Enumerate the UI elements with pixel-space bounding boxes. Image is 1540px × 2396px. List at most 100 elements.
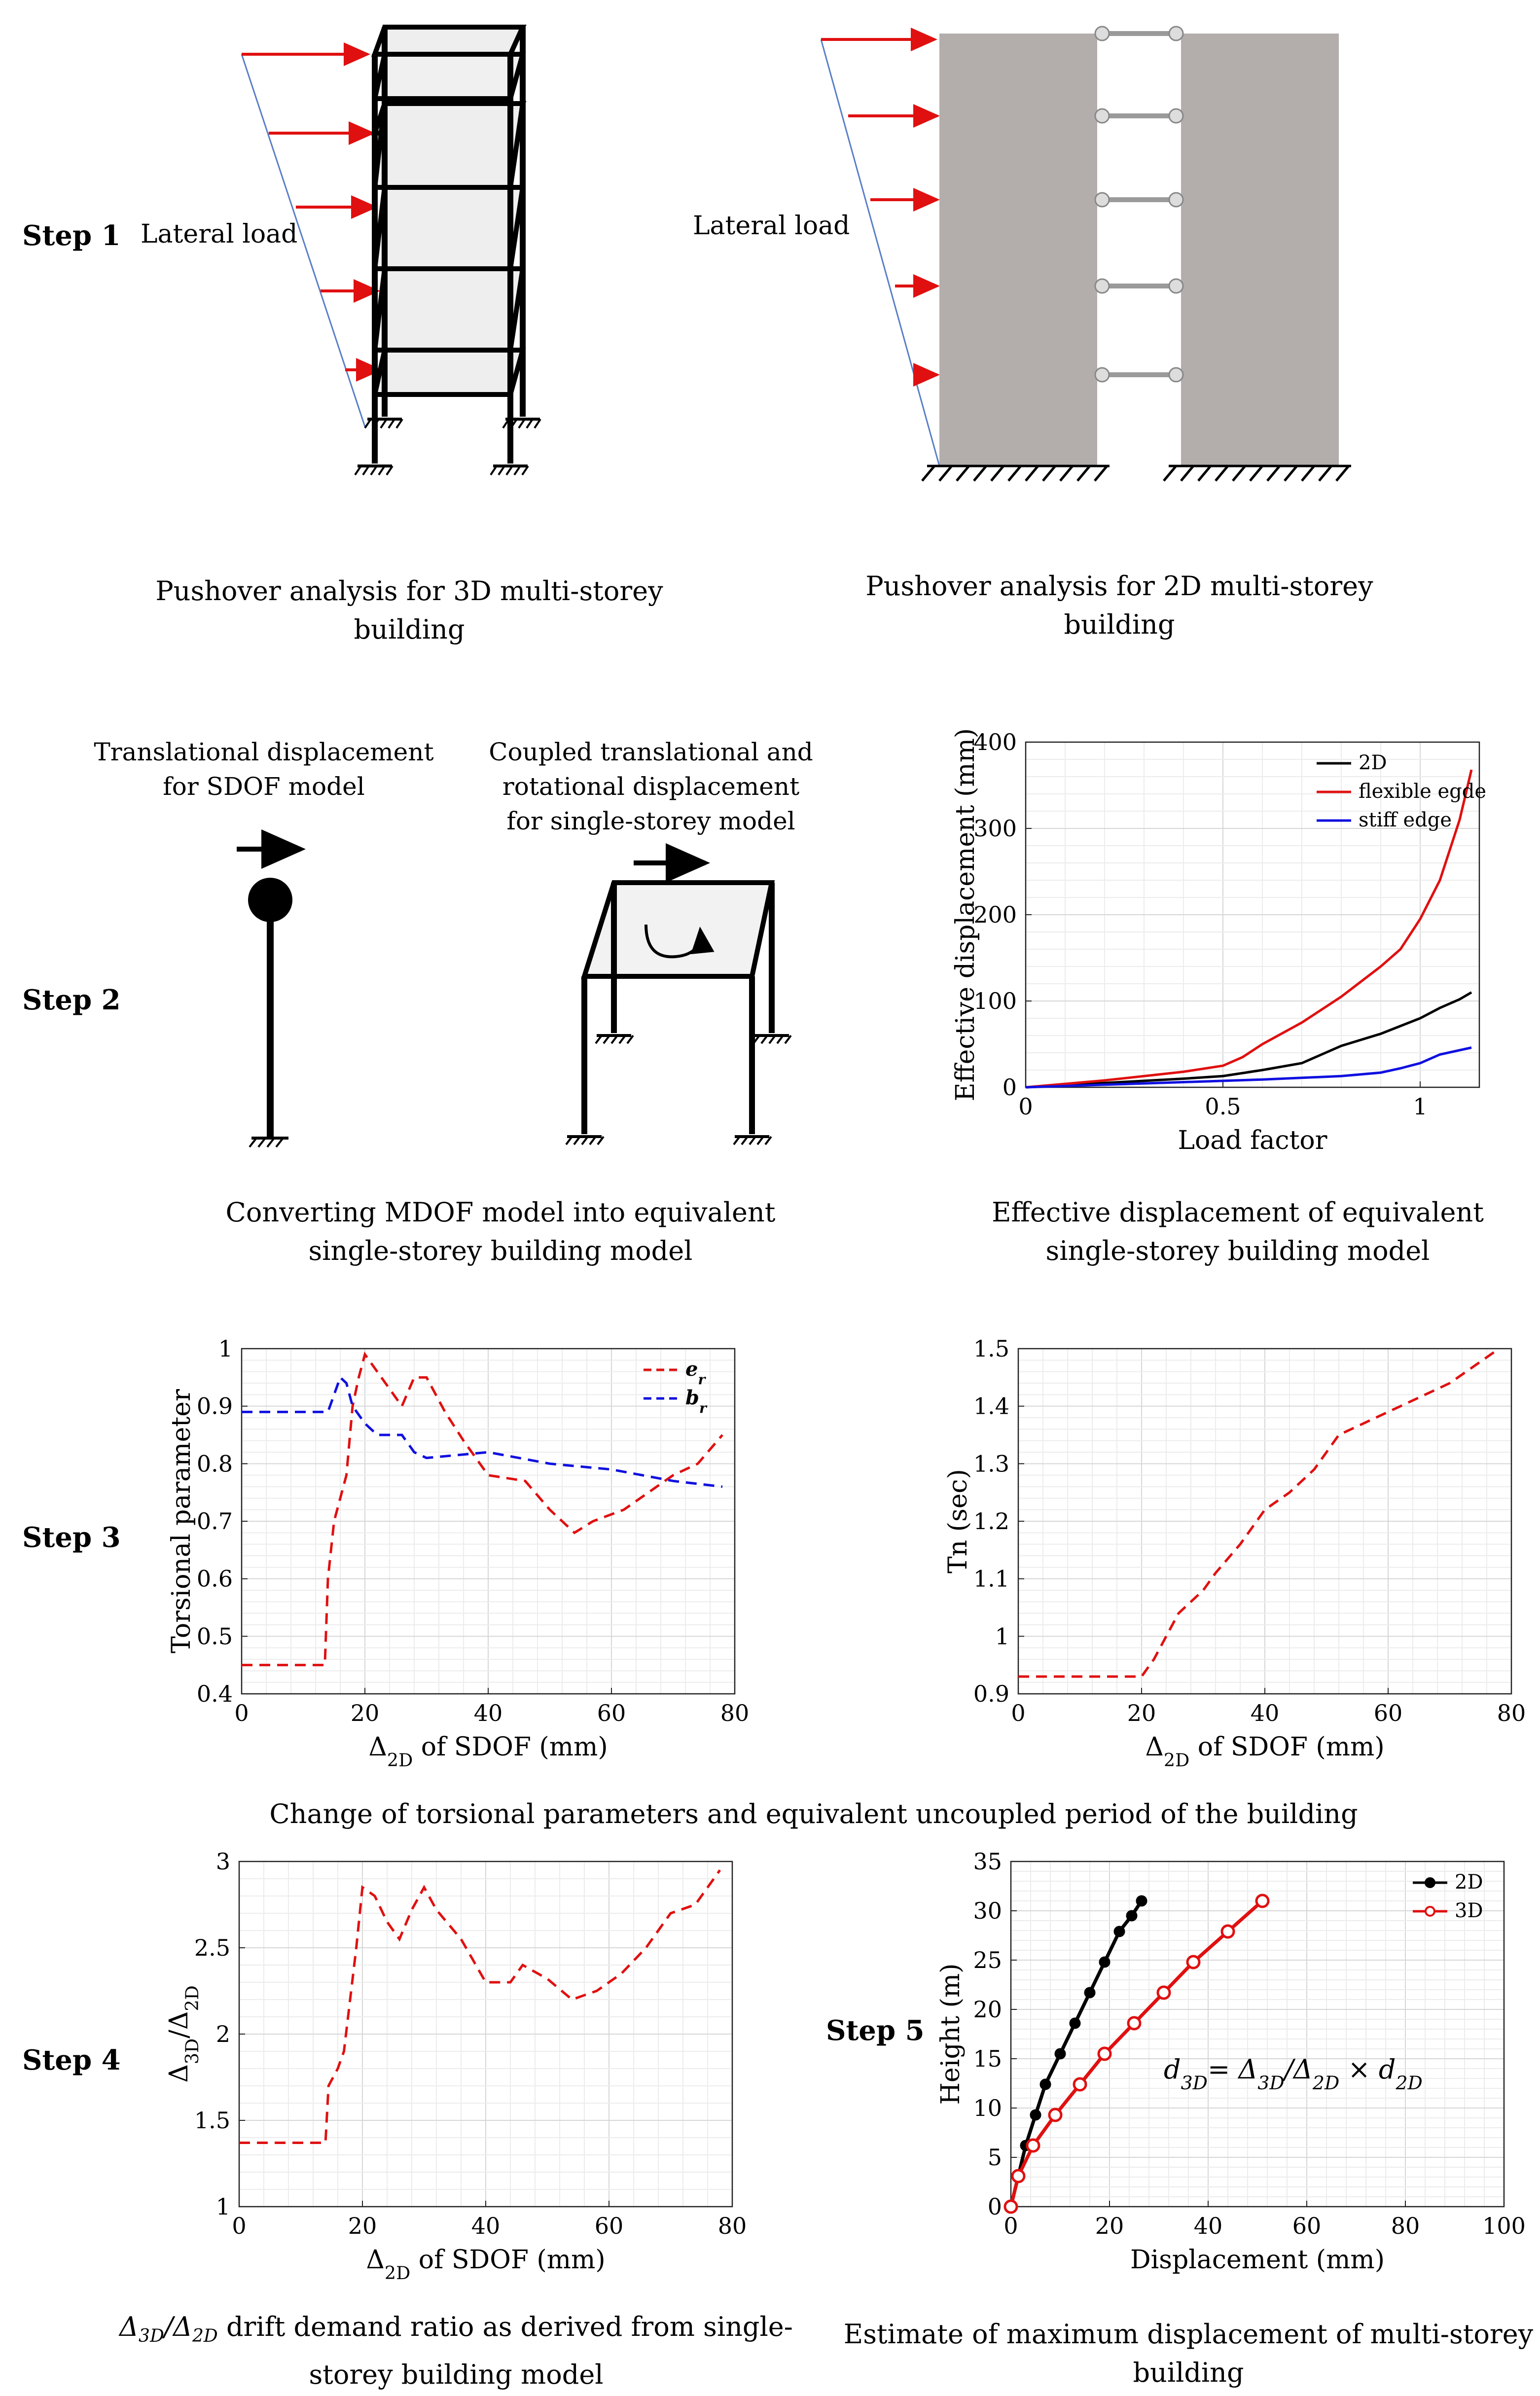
legend-label: stiff edge [1359, 809, 1452, 831]
data-point [1156, 1985, 1171, 2000]
x-tick-label: 80 [718, 2213, 747, 2239]
legend-label: 2D [1359, 751, 1387, 774]
series-line-er [242, 1351, 723, 1667]
y-axis-label: Δ3D/Δ2D [164, 1985, 203, 2082]
y-tick-label: 2.5 [194, 1934, 230, 1961]
x-tick-label: 0 [234, 1700, 249, 1726]
y-tick-label: 10 [973, 2095, 1002, 2121]
x-axis-label: Displacement (mm) [1130, 2245, 1385, 2275]
data-point [1003, 2199, 1018, 2214]
y-tick-label: 2 [216, 2021, 230, 2047]
grid-lines [241, 1348, 735, 1694]
y-tick-label: 1 [216, 2193, 230, 2220]
x-tick-label: 60 [1374, 1700, 1403, 1726]
data-point [1255, 1894, 1270, 1908]
frame-3d-diagram [241, 25, 541, 476]
caption-step5-line1: Estimate of maximum displacement of mult… [843, 2319, 1534, 2350]
legend-label: 2D [1455, 1871, 1483, 1894]
step-4-label: Step 4 [22, 2044, 121, 2076]
drift-ratio-chart: 0 20 40 60 80 1 1.5 2 2.5 3 Δ2D of SDOF (mm) Δ3D/Δ2… [164, 1848, 747, 2284]
sdof-diagram [237, 829, 306, 1148]
y-tick-label: 0 [1003, 1074, 1017, 1101]
x-tick-label: 60 [595, 2213, 624, 2239]
legend-label: br [685, 1386, 708, 1416]
series-line-main [1018, 1347, 1500, 1678]
sdof-title-line1: Translational displacement [94, 738, 434, 766]
x-axis-label: Δ2D of SDOF (mm) [1145, 1732, 1384, 1771]
data-point [1220, 1924, 1235, 1939]
step-1-label: Step 1 [22, 219, 121, 252]
data-point [1069, 2017, 1081, 2029]
x-tick-label: 1 [1413, 1093, 1427, 1120]
caption-3d-line2: building [354, 614, 465, 645]
caption-3d-pushover: Pushover analysis for 3D multi-storey bu… [99, 572, 720, 649]
x-axis-label: Δ2D of SDOF (mm) [366, 2245, 605, 2284]
y-tick-label: 1.4 [973, 1393, 1009, 1420]
y-tick-label: 0.5 [197, 1623, 233, 1649]
effective-displacement-chart: 0 0.5 1 0 100 200 300 400 Load factor Effective d… [951, 728, 1486, 1155]
series-line-main [239, 1869, 721, 2144]
x-tick-label: 60 [597, 1700, 626, 1726]
caption-step4-line1: Δ3D/Δ2D drift demand ratio as derived fr… [99, 2308, 814, 2356]
caption-step3: Change of torsional parameters and equiv… [269, 1798, 1358, 1829]
step-2-label: Step 2 [22, 984, 121, 1016]
caption-step5-line2: building [1133, 2357, 1244, 2388]
single-storey-diagram [565, 843, 792, 1145]
caption-step5: Estimate of maximum displacement of mult… [838, 2315, 1539, 2392]
sdof-title-line2: for SDOF model [163, 772, 365, 801]
caption-step4: Δ3D/Δ2D drift demand ratio as derived fr… [99, 2308, 814, 2394]
torsional-parameter-chart: 0 20 40 60 80 0.4 0.5 0.6 0.7 0.8 0.9 1 Δ2D of SDOF … [167, 1335, 749, 1771]
caption-conversion-line1: Converting MDOF model into equivalent [225, 1197, 776, 1228]
data-point [1084, 1987, 1096, 1999]
displacement-formula: d3D= Δ3D/Δ2D × d2D [1164, 2054, 1423, 2094]
data-point [1099, 1956, 1110, 1968]
lateral-load-label-2d: Lateral load [693, 211, 850, 241]
caption-effdisp-line1: Effective displacement of equivalent [992, 1197, 1484, 1228]
caption-conversion: Converting MDOF model into equivalent si… [168, 1193, 833, 1270]
series-line-stiff edge [1025, 1046, 1472, 1089]
caption-3d-line1: Pushover analysis for 3D multi-storey [155, 575, 663, 607]
tn-period-chart: 0 20 40 60 80 0.9 1 1.1 1.2 1.3 1.4 1.5 Δ2D of SDOF … [943, 1335, 1526, 1771]
y-tick-label: 300 [973, 815, 1017, 842]
y-tick-label: 1.2 [973, 1508, 1009, 1535]
data-point [1054, 2048, 1066, 2060]
y-axis-label: Effective displacement (mm) [951, 728, 980, 1102]
y-tick-label: 0 [988, 2193, 1002, 2220]
series-line-2D [1025, 991, 1472, 1089]
x-tick-label: 0 [1003, 2213, 1018, 2239]
data-point [1039, 2078, 1051, 2090]
y-tick-label: 5 [988, 2144, 1002, 2171]
y-tick-label: 1.5 [973, 1335, 1009, 1362]
y-tick-label: 25 [973, 1947, 1002, 1973]
y-tick-label: 100 [973, 988, 1017, 1014]
y-tick-label: 400 [973, 729, 1017, 755]
series-line-br [242, 1375, 723, 1488]
ss-title-line1: Coupled translational and [489, 738, 813, 766]
height-displacement-chart: 0 20 40 60 80 100 0 5 10 15 20 25 30 35 Displacement (… [936, 1848, 1526, 2275]
x-tick-label: 40 [471, 2213, 501, 2239]
x-tick-label: 20 [1095, 2213, 1124, 2239]
data-point [1011, 2169, 1026, 2183]
y-tick-label: 1 [218, 1335, 233, 1362]
x-tick-label: 100 [1482, 2213, 1526, 2239]
data-point [1186, 1955, 1201, 1969]
caption-step4-line2: storey building model [309, 2359, 604, 2390]
caption-2d-pushover: Pushover analysis for 2D multi-storey bu… [809, 567, 1430, 644]
y-tick-label: 30 [973, 1897, 1002, 1924]
y-tick-label: 1.3 [973, 1450, 1009, 1477]
y-tick-label: 200 [973, 901, 1017, 928]
single-storey-title: Coupled translational and rotational dis… [473, 735, 828, 838]
grid-lines [239, 1861, 733, 2207]
x-tick-label: 0 [232, 2213, 246, 2239]
step-5-label: Step 5 [826, 2014, 925, 2047]
lateral-load-label-3d: Lateral load [141, 219, 298, 249]
data-point [1026, 2138, 1040, 2153]
y-tick-label: 1 [995, 1623, 1009, 1649]
step-3-label: Step 3 [22, 1521, 121, 1554]
data-point [1113, 1926, 1125, 1937]
caption-2d-line2: building [1064, 609, 1175, 640]
legend-marker [1425, 1906, 1435, 1917]
caption-effective-displacement: Effective displacement of equivalent sin… [942, 1193, 1534, 1270]
x-tick-label: 0 [1011, 1700, 1025, 1726]
y-tick-label: 20 [973, 1996, 1002, 2023]
